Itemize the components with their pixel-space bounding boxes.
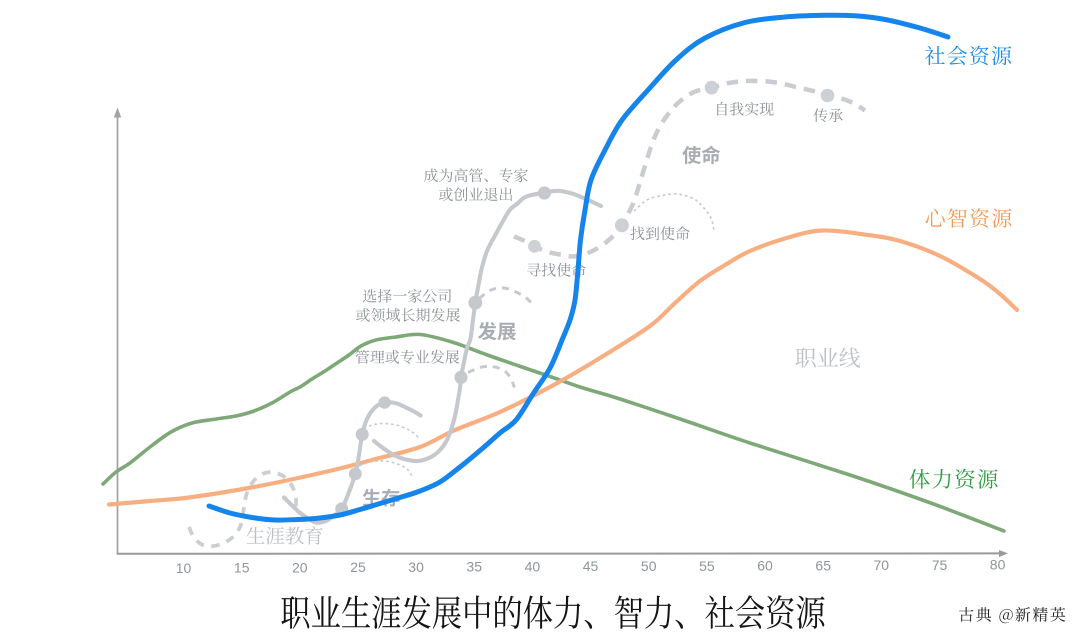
svg-text:25: 25 <box>350 559 366 575</box>
svg-text:35: 35 <box>466 559 482 575</box>
svg-text:50: 50 <box>641 558 657 574</box>
svg-text:15: 15 <box>234 560 250 576</box>
svg-text:65: 65 <box>815 557 831 573</box>
svg-text:10: 10 <box>176 560 192 576</box>
svg-text:75: 75 <box>932 557 948 573</box>
svg-text:20: 20 <box>292 559 308 575</box>
svg-text:30: 30 <box>408 559 424 575</box>
svg-text:80: 80 <box>990 557 1006 573</box>
svg-text:45: 45 <box>583 558 599 574</box>
svg-text:70: 70 <box>874 557 890 573</box>
svg-text:40: 40 <box>525 558 541 574</box>
svg-text:55: 55 <box>699 558 715 574</box>
svg-text:60: 60 <box>757 558 773 574</box>
